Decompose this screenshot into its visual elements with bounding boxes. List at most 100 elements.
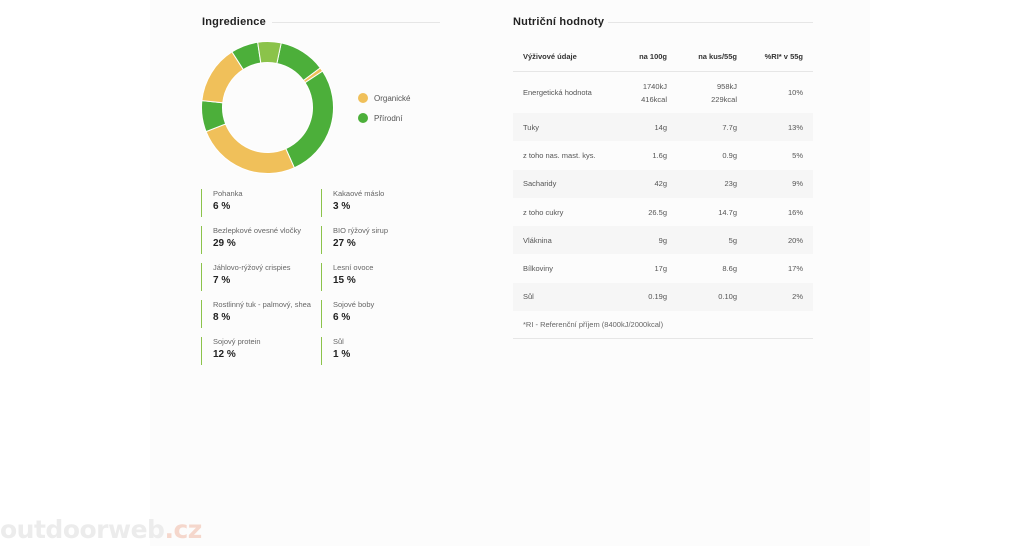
value-per-piece-line: 229kcal (711, 94, 737, 104)
nutrition-table: Výživové údaje na 100g na kus/55g %RI* v… (513, 42, 813, 340)
legend-label-organic: Organické (374, 93, 411, 103)
ingredient-item: Sůl 1 % (321, 337, 439, 365)
value-ri: 10% (787, 88, 803, 97)
ingredient-percent: 6 % (213, 201, 231, 212)
value-per-100g-line: 1740kJ (642, 81, 667, 91)
ingredient-percent: 3 % (333, 201, 351, 212)
nutrition-row: Sůl 0.19g 0.10g 2% (513, 282, 813, 312)
donut-slice (285, 70, 334, 169)
nutrition-row: z toho cukry 26.5g 14.7g 16% (513, 198, 813, 226)
value-per-100g-line: 416kcal (641, 94, 667, 104)
value-per-piece-line: 7.7g (722, 122, 737, 132)
value-ri: 17% (787, 264, 803, 274)
value-ri: 5% (792, 150, 803, 160)
brand-suffix: .cz (164, 515, 202, 544)
value-per-100g-line: 0.19g (648, 292, 667, 302)
value-per-100g-line: 26.5g (648, 207, 667, 217)
ingredient-name: BIO rýžový sirup (333, 226, 389, 235)
ingredients-title-rule (272, 22, 440, 23)
ingredient-percent: 29 % (213, 238, 236, 249)
nutrient-label: Sacharidy (523, 179, 557, 189)
nutrition-row: Energetická hodnota 1740kJ 416kcal 958kJ 229… (513, 72, 813, 113)
brand-name: outdoorweb (0, 515, 165, 544)
value-ri: 20% (787, 235, 803, 245)
nutrition-ri-note: *RI - Referenční příjem (8400kJ/2000kcal… (513, 311, 813, 340)
value-per-100g-line: 1.6g (652, 150, 667, 160)
ingredient-name: Pohanka (213, 189, 243, 198)
ingredient-name: Jáhlovo-rýžový crispies (213, 263, 291, 272)
nutrient-label: Sůl (523, 292, 534, 302)
ingredient-percent: 8 % (213, 312, 231, 323)
ingredients-column-right: Kakaové máslo 3 % BIO rýžový sirup 27 % Le… (321, 189, 439, 374)
header-nutrient: Výživové údaje (523, 52, 577, 61)
value-ri: 9% (792, 179, 803, 189)
nutrition-table-header: Výživové údaje na 100g na kus/55g %RI* v… (513, 42, 813, 72)
legend-item-organic: Organické (358, 88, 410, 108)
ingredient-name: Lesní ovoce (333, 263, 374, 272)
ingredient-item: Kakaové máslo 3 % (321, 189, 439, 217)
value-ri: 2% (792, 292, 803, 302)
value-per-piece-line: 8.6g (722, 264, 737, 274)
value-ri: 16% (787, 207, 803, 217)
brand-watermark: outdoorweb.cz (0, 515, 202, 544)
value-per-100g: 42g (623, 177, 667, 190)
ingredients-title: Ingredience (202, 16, 266, 28)
value-per-100g: 1.6g (623, 149, 667, 162)
value-per-piece-line: 0.10g (718, 292, 737, 302)
ingredient-item: Bezlepkové ovesné vločky 29 % (201, 226, 319, 254)
header-per-piece: na kus/55g (698, 52, 737, 61)
ingredient-name: Bezlepkové ovesné vločky (213, 226, 301, 235)
nutrition-row: z toho nas. mast. kys. 1.6g 0.9g 5% (513, 141, 813, 169)
ingredient-item: Lesní ovoce 15 % (321, 263, 439, 291)
value-per-100g-line: 9g (658, 235, 667, 245)
nutrition-table-body: Energetická hodnota 1740kJ 416kcal 958kJ 229… (513, 72, 813, 312)
nutrition-title: Nutriční hodnoty (513, 16, 605, 28)
ingredient-item: Pohanka 6 % (201, 189, 319, 217)
value-per-piece: 8.6g (667, 262, 737, 275)
value-ri: 13% (787, 122, 803, 132)
ingredient-item: Jáhlovo-rýžový crispies 7 % (201, 263, 319, 291)
value-per-piece: 958kJ 229kcal (667, 80, 737, 106)
ingredient-item: Sojové boby 6 % (321, 300, 439, 328)
nutrient-label: Bílkoviny (523, 264, 554, 274)
ingredient-name: Sojový protein (213, 337, 261, 346)
value-per-piece: 7.7g (667, 121, 737, 134)
value-per-100g: 1740kJ 416kcal (623, 80, 667, 106)
nutrition-title-rule (608, 22, 813, 23)
ingredient-percent: 7 % (213, 275, 231, 286)
nutrition-row: Sacharidy 42g 23g 9% (513, 169, 813, 198)
value-per-100g: 0.19g (623, 290, 667, 303)
value-per-100g-line: 17g (654, 264, 667, 274)
value-per-piece: 0.10g (667, 290, 737, 303)
nutrition-row: Bílkoviny 17g 8.6g 17% (513, 254, 813, 282)
ingredients-column-left: Pohanka 6 % Bezlepkové ovesné vločky 29 % … (201, 189, 319, 374)
donut-slice (257, 41, 282, 65)
value-per-piece-line: 0.9g (722, 150, 737, 160)
ingredient-percent: 1 % (333, 349, 351, 360)
legend-item-natural: Přírodní (358, 108, 410, 128)
value-per-100g: 17g (623, 262, 667, 275)
ingredient-name: Sůl (333, 337, 344, 346)
ingredient-item: BIO rýžový sirup 27 % (321, 226, 439, 254)
nutrition-row: Vláknina 9g 5g 20% (513, 226, 813, 255)
value-per-piece: 23g (667, 177, 737, 190)
ingredient-percent: 12 % (213, 349, 236, 360)
nutrient-label: z toho cukry (523, 207, 564, 217)
ingredient-item: Rostlinný tuk - palmový, shea 8 % (201, 300, 319, 328)
ingredient-percent: 27 % (333, 238, 356, 249)
value-per-100g: 14g (623, 121, 667, 134)
content-panel (150, 0, 870, 546)
nutrient-label: Energetická hodnota (523, 88, 592, 97)
value-per-piece: 5g (667, 234, 737, 247)
legend-dot-organic (358, 93, 368, 103)
value-per-100g-line: 42g (654, 179, 667, 189)
value-per-piece-line: 23g (724, 179, 737, 189)
value-per-piece-line: 14.7g (718, 207, 737, 217)
ingredient-item: Sojový protein 12 % (201, 337, 319, 365)
ingredient-name: Rostlinný tuk - palmový, shea (213, 300, 311, 309)
nutrient-label: Vláknina (523, 235, 552, 245)
value-per-piece: 0.9g (667, 149, 737, 162)
ingredients-donut-chart (201, 41, 334, 174)
nutrient-label: Tuky (523, 122, 539, 132)
value-per-100g-line: 14g (654, 122, 667, 132)
